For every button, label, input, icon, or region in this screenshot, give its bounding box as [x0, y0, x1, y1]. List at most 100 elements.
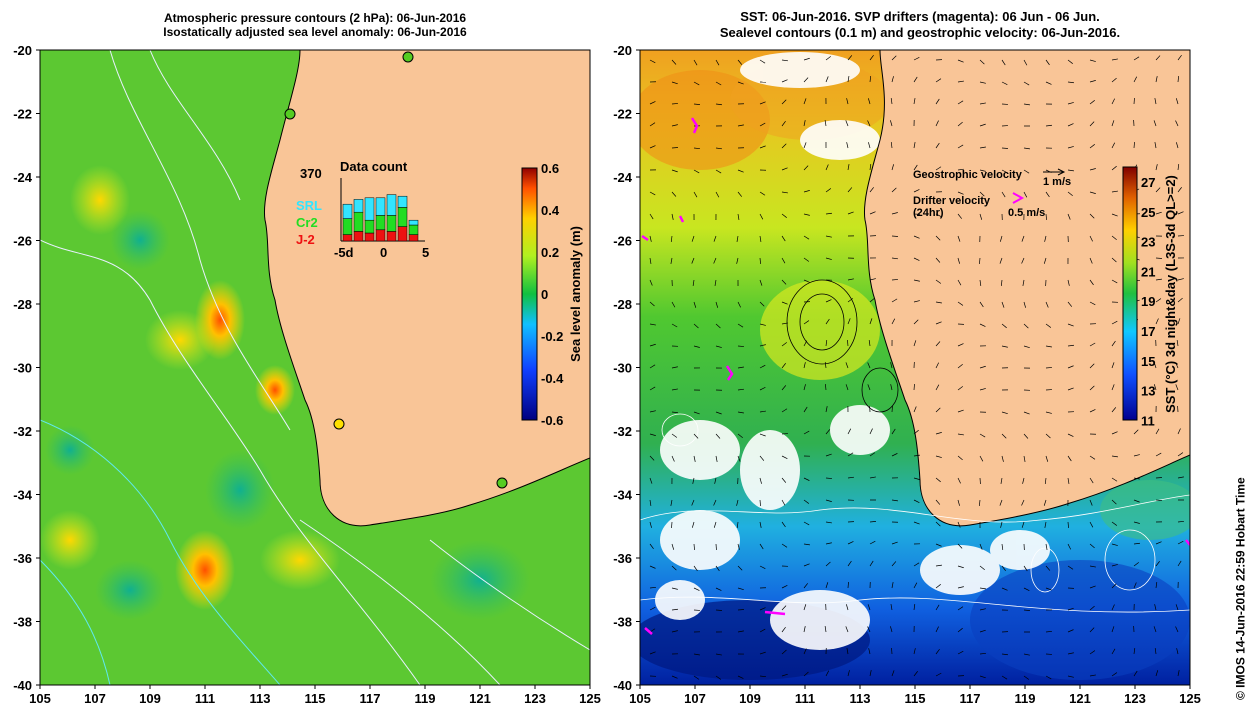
- velocity-arrow: [715, 103, 722, 106]
- velocity-arrow: [957, 80, 964, 83]
- velocity-arrow: [715, 81, 722, 86]
- velocity-arrow: [825, 76, 829, 83]
- velocity-arrow: [913, 521, 920, 525]
- velocity-arrow: [913, 454, 920, 457]
- y-tick-label: -24: [13, 170, 33, 185]
- velocity-arrow: [1155, 278, 1162, 281]
- velocity-arrow: [803, 406, 808, 413]
- velocity-arrow: [1043, 257, 1047, 264]
- velocity-arrow: [737, 543, 740, 550]
- velocity-arrow: [979, 608, 986, 611]
- velocity-arrow: [1154, 648, 1157, 655]
- velocity-arrow: [845, 626, 849, 633]
- velocity-arrow: [736, 521, 739, 528]
- velocity-arrow: [671, 411, 678, 414]
- velocity-arrow: [1111, 58, 1118, 61]
- velocity-arrow: [649, 433, 656, 436]
- velocity-arrow: [1001, 565, 1006, 571]
- velocity-arrow: [845, 362, 849, 369]
- velocity-arrow: [1177, 428, 1181, 435]
- velocity-arrow: [803, 671, 809, 677]
- velocity-arrow: [736, 499, 739, 506]
- velocity-arrow: [1155, 582, 1158, 589]
- velocity-arrow: [957, 364, 963, 369]
- velocity-arrow: [1023, 147, 1030, 150]
- velocity-arrow: [913, 76, 918, 83]
- velocity-arrow: [999, 235, 1003, 242]
- velocity-arrow: [979, 543, 983, 550]
- velocity-arrow: [715, 345, 722, 348]
- velocity-arrow: [1177, 187, 1182, 193]
- velocity-arrow: [1023, 323, 1029, 329]
- velocity-arrow: [737, 169, 744, 173]
- velocity-arrow: [736, 235, 739, 242]
- velocity-arrow: [1067, 387, 1074, 391]
- velocity-arrow: [759, 433, 766, 437]
- velocity-arrow: [979, 146, 986, 149]
- velocity-arrow: [1045, 411, 1052, 414]
- velocity-arrow: [913, 383, 915, 391]
- velocity-arrow: [825, 561, 831, 567]
- velocity-arrow: [803, 165, 809, 171]
- velocity-arrow: [693, 323, 699, 329]
- velocity-arrow: [913, 406, 917, 413]
- velocity-arrow: [693, 191, 698, 198]
- velocity-arrow: [803, 604, 807, 611]
- velocity-arrow: [781, 543, 788, 548]
- x-tick-label: 117: [960, 691, 981, 706]
- velocity-arrow: [1001, 59, 1006, 66]
- x-tick-label: 117: [360, 691, 381, 706]
- velocity-arrow: [825, 521, 832, 524]
- velocity-arrow: [649, 101, 656, 105]
- velocity-arrow: [803, 521, 810, 526]
- velocity-arrow: [935, 604, 940, 611]
- velocity-arrow: [1045, 543, 1048, 550]
- velocity-arrow: [693, 653, 700, 656]
- velocity-arrow: [1067, 59, 1073, 64]
- velocity-arrow: [737, 609, 745, 611]
- velocity-arrow: [957, 499, 960, 506]
- velocity-arrow: [825, 188, 832, 193]
- velocity-arrow: [869, 521, 877, 523]
- velocity-arrow: [1175, 384, 1179, 391]
- velocity-arrow: [869, 297, 875, 303]
- velocity-arrow: [979, 301, 984, 308]
- velocity-arrow: [957, 543, 963, 549]
- inset-bar: [386, 231, 397, 242]
- velocity-arrow: [846, 98, 849, 105]
- velocity-arrow: [957, 121, 963, 127]
- velocity-arrow: [737, 433, 743, 438]
- velocity-arrow: [671, 675, 678, 679]
- velocity-arrow: [781, 167, 788, 171]
- velocity-arrow: [1089, 144, 1095, 149]
- velocity-arrow: [825, 56, 831, 61]
- velocity-arrow: [693, 455, 696, 462]
- sealevel-contours-white: [640, 413, 1190, 613]
- velocity-arrow: [957, 521, 961, 528]
- inset-bar: [386, 194, 397, 216]
- velocity-arrow: [1111, 477, 1118, 482]
- velocity-arrow: [1089, 301, 1096, 306]
- velocity-arrow: [649, 499, 652, 506]
- sst-colorbar-tick: 15: [1141, 354, 1155, 369]
- velocity-arrow: [1023, 609, 1031, 611]
- velocity-arrow: [825, 212, 832, 215]
- velocity-arrow: [845, 384, 849, 391]
- x-tick-label: 105: [629, 691, 651, 706]
- velocity-arrow: [1089, 585, 1096, 589]
- right-map: [640, 50, 1190, 685]
- velocity-arrow: [737, 388, 744, 391]
- velocity-arrow: [1176, 340, 1179, 347]
- right-title: SST: 06-Jun-2016. SVP drifters (magenta)…: [640, 9, 1200, 41]
- velocity-arrow: [781, 455, 788, 459]
- velocity-arrow: [803, 77, 809, 83]
- y-tick-label: -26: [13, 234, 32, 249]
- sla-colorbar-tick: 0: [541, 287, 548, 302]
- velocity-arrow: [979, 191, 985, 197]
- velocity-arrow: [803, 320, 810, 325]
- velocity-arrow: [847, 476, 854, 479]
- velocity-arrow: [935, 584, 941, 589]
- velocity-arrow: [1155, 318, 1159, 325]
- velocity-arrow: [1111, 98, 1116, 105]
- velocity-arrow: [891, 187, 897, 193]
